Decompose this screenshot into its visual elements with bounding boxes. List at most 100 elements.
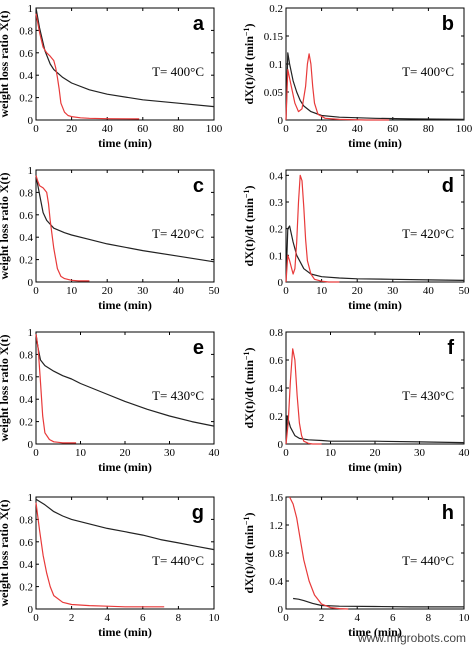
x-tick-label: 40	[209, 447, 221, 459]
x-tick-label: 0	[283, 447, 289, 459]
x-axis-label: time (min)	[348, 460, 402, 474]
x-tick-label: 10	[316, 285, 328, 297]
x-axis-label: time (min)	[348, 136, 402, 150]
y-axis-label: dX(t)/dt (min−1)	[242, 24, 256, 105]
y-axis-label: weight loss ratio X(t)	[0, 335, 11, 442]
series-line-black	[285, 415, 465, 445]
temperature-annotation: T= 430°C	[152, 388, 204, 403]
y-axis-label-exponent: −1	[242, 352, 251, 361]
x-tick-label: 0	[33, 447, 39, 459]
y-axis-label-exponent: −1	[242, 190, 251, 199]
y-tick-label: 0.4	[19, 232, 33, 244]
panel-label: h	[442, 502, 454, 524]
x-tick-label: 4	[354, 612, 360, 624]
y-tick-label: 0.8	[19, 187, 33, 199]
y-tick-label: 1	[28, 327, 34, 339]
series-line-red	[35, 13, 140, 120]
y-tick-label: 1	[28, 3, 34, 15]
series-line-red	[285, 348, 322, 445]
series-line-black	[293, 597, 464, 608]
x-tick-label: 20	[120, 447, 132, 459]
y-tick-label: 0.2	[269, 224, 283, 236]
y-tick-label: 0.6	[19, 48, 33, 60]
y-tick-label: 0	[278, 604, 284, 616]
temperature-annotation: T= 430°C	[402, 388, 454, 403]
x-tick-label: 20	[316, 123, 328, 135]
x-tick-label: 6	[140, 612, 146, 624]
y-axis-label: dX(t)/dt (min−1)	[242, 513, 256, 594]
y-axis-label: dX(t)/dt (min−1)	[242, 348, 256, 429]
x-tick-label: 20	[370, 447, 382, 459]
series-line-black	[35, 7, 215, 108]
x-tick-label: 30	[164, 447, 176, 459]
x-tick-label: 10	[325, 447, 337, 459]
y-axis-label-close: )	[242, 24, 256, 28]
y-tick-label: 0.3	[269, 197, 283, 209]
x-tick-label: 60	[137, 123, 149, 135]
y-tick-label: 0.1	[269, 250, 283, 262]
panel-label: c	[193, 175, 204, 197]
series-line-red	[35, 175, 90, 282]
y-tick-label: 0.15	[264, 31, 284, 43]
panel-e: 0 10 20 30 40 0 0.2 0.4 0.6 0.8 1 time (min) weight …	[0, 327, 220, 474]
series-line-red	[289, 496, 349, 610]
x-tick-label: 0	[33, 123, 39, 135]
x-tick-label: 80	[173, 123, 185, 135]
x-tick-label: 8	[176, 612, 182, 624]
panel-a: 0 20 40 60 80 100 0 0.2 0.4 0.6 0.8 1 time (min) weig…	[0, 3, 223, 150]
x-tick-label: 2	[69, 612, 75, 624]
y-tick-label: 1	[28, 165, 34, 177]
x-tick-label: 10	[75, 447, 87, 459]
x-tick-label: 20	[66, 123, 78, 135]
y-tick-label: 0.4	[269, 383, 283, 395]
series-line-black	[35, 334, 215, 427]
y-tick-label: 0	[28, 277, 34, 289]
x-tick-label: 4	[104, 612, 110, 624]
y-tick-label: 0	[28, 604, 34, 616]
series-line-red	[35, 334, 77, 444]
x-tick-label: 40	[459, 447, 471, 459]
panel-label: b	[442, 13, 454, 35]
series-line-black	[35, 175, 215, 263]
x-tick-label: 50	[209, 285, 221, 297]
x-tick-label: 20	[102, 285, 114, 297]
y-tick-label: 0.8	[269, 548, 283, 560]
x-tick-label: 0	[283, 612, 289, 624]
y-tick-label: 1.2	[269, 520, 283, 532]
panel-c: 0 10 20 30 40 50 0 0.2 0.4 0.6 0.8 1 time (min) weigh…	[0, 165, 220, 312]
y-tick-label: 0.2	[19, 582, 33, 594]
x-tick-label: 30	[414, 447, 426, 459]
x-tick-label: 10	[66, 285, 78, 297]
x-tick-label: 0	[33, 285, 39, 297]
panel-label: d	[442, 175, 454, 197]
y-tick-label: 0.1	[269, 59, 283, 71]
x-tick-label: 50	[459, 285, 471, 297]
x-tick-label: 0	[283, 123, 289, 135]
plot-frame	[35, 169, 215, 283]
panel-h: 0 2 4 6 8 10 0 0.4 0.8 1.2 1.6 time (min) dX(t)/dt (…	[242, 492, 470, 639]
y-axis-label-exponent: −1	[242, 517, 251, 526]
x-tick-label: 60	[387, 123, 399, 135]
x-tick-label: 10	[209, 612, 221, 624]
x-tick-label: 30	[137, 285, 149, 297]
y-axis-label: dX(t)/dt (min−1)	[242, 186, 256, 267]
y-tick-label: 0	[278, 277, 284, 289]
y-tick-label: 0.4	[19, 70, 33, 82]
x-axis-label: time (min)	[98, 298, 152, 312]
temperature-annotation: T= 420°C	[402, 226, 454, 241]
temperature-annotation: T= 400°C	[402, 64, 454, 79]
y-tick-label: 0.6	[19, 537, 33, 549]
y-tick-label: 1	[28, 492, 34, 504]
panel-label: a	[193, 13, 205, 35]
series-line-red	[285, 53, 390, 121]
x-tick-label: 10	[459, 612, 471, 624]
y-axis-label: weight loss ratio X(t)	[0, 11, 11, 118]
x-axis-label: time (min)	[98, 136, 152, 150]
x-tick-label: 20	[352, 285, 364, 297]
y-tick-label: 0	[278, 115, 284, 127]
y-tick-label: 0	[278, 439, 284, 451]
series-line-red	[285, 174, 340, 283]
panel-label: e	[193, 337, 204, 359]
temperature-annotation: T= 400°C	[152, 64, 204, 79]
